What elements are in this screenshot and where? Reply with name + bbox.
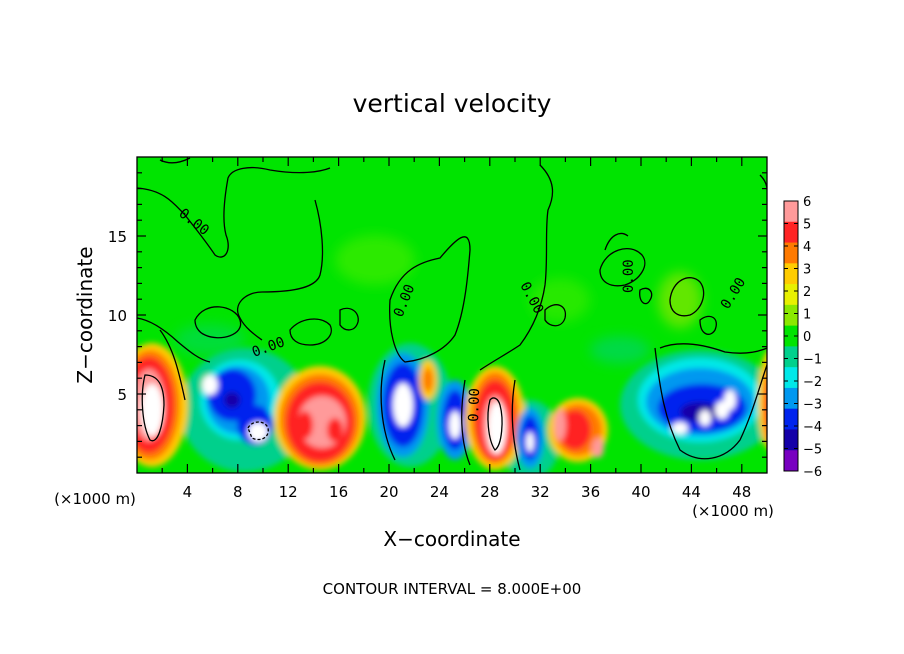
colorbar-swatch (784, 284, 798, 306)
x-unit-label-right: (×1000 m) (692, 502, 774, 520)
x-tick-label: 44 (682, 483, 701, 501)
colorbar-label: 4 (803, 240, 811, 255)
y-axis-label: Z−coordinate (73, 246, 97, 383)
contour-label: 0.00 (466, 388, 483, 422)
x-tick-label: 36 (581, 483, 600, 501)
colorbar-swatch (784, 367, 798, 389)
x-tick-label: 40 (631, 483, 650, 501)
x-tick-label: 32 (531, 483, 550, 501)
colorbar-label: −2 (803, 375, 822, 390)
colorbar-swatch (784, 263, 798, 285)
colorbar: 6 5 4 3 2 1 0 −1 −2 −3 −4 −5 −6 (783, 195, 822, 480)
colorbar-swatch (784, 325, 798, 347)
contour-label: 0.00 (621, 259, 637, 293)
x-axis-label: X−coordinate (383, 527, 520, 551)
y-tick-label: 10 (108, 307, 127, 325)
x-tick-label: 16 (329, 483, 348, 501)
colorbar-label: 2 (803, 285, 811, 300)
colorbar-label: −6 (803, 465, 822, 480)
x-axis-ticks: 4 8 12 16 20 24 28 32 36 40 44 48 (161, 157, 751, 501)
x-tick-label: 28 (480, 483, 499, 501)
colorbar-label: −5 (803, 443, 822, 458)
y-axis-ticks: 5 10 15 (108, 172, 767, 458)
colorbar-swatch (784, 387, 798, 410)
contour-interval-note: CONTOUR INTERVAL = 8.000E+00 (323, 580, 582, 598)
x-tick-label: 4 (183, 483, 193, 501)
x-tick-label: 24 (430, 483, 449, 501)
plot-area: 0.00 0.00 0.00 0.00 0.00 0.00 0.00 (137, 157, 767, 473)
x-tick-label: 48 (732, 483, 751, 501)
zero-contours (137, 157, 767, 471)
colorbar-swatch (784, 450, 798, 472)
colorbar-swatch (784, 346, 798, 368)
colorbar-label: 1 (803, 308, 811, 323)
colorbar-label: 0 (803, 330, 811, 345)
colorbar-label: 3 (803, 263, 811, 278)
colorbar-label: 6 (803, 195, 811, 210)
x-unit-label-left: (×1000 m) (54, 490, 136, 508)
colorbar-swatch (784, 242, 798, 264)
colorbar-label: −1 (803, 353, 822, 368)
colorbar-label: −3 (803, 398, 822, 413)
colorbar-swatch (784, 429, 798, 451)
colorbar-swatch (784, 201, 798, 223)
chart-title: vertical velocity (353, 89, 552, 118)
colorbar-swatch (784, 408, 798, 430)
x-tick-label: 12 (279, 483, 298, 501)
colorbar-swatch (784, 304, 798, 327)
x-tick-label: 8 (233, 483, 243, 501)
x-tick-label: 20 (379, 483, 398, 501)
y-tick-label: 15 (108, 228, 127, 246)
colorbar-label: −4 (803, 420, 822, 435)
colorbar-label: 5 (803, 218, 811, 233)
colorbar-swatch (784, 221, 798, 244)
y-tick-label: 5 (117, 386, 127, 404)
